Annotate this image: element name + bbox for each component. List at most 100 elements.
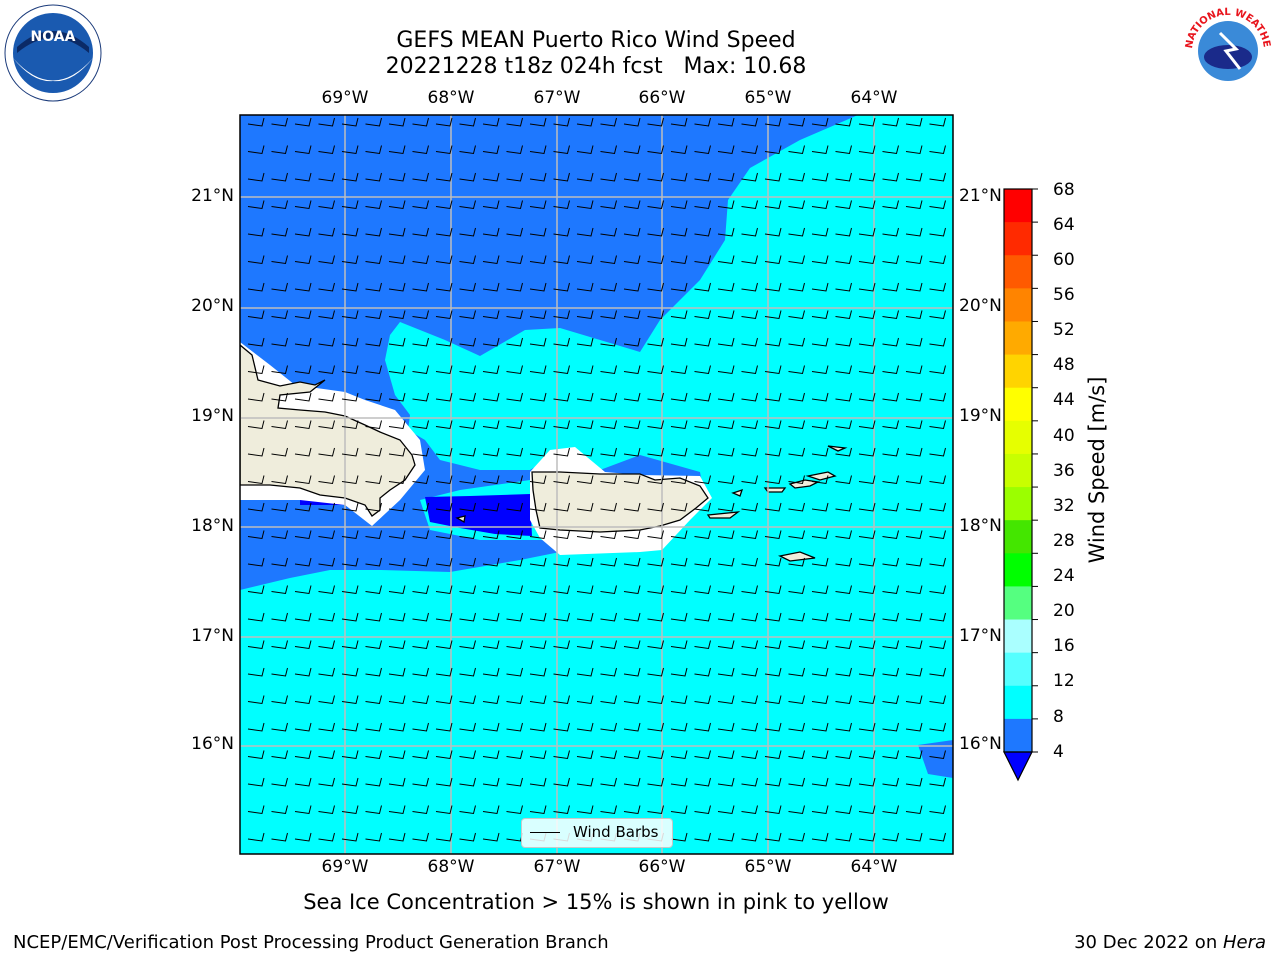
wind-barb: [811, 337, 829, 347]
wind-barb: [482, 145, 500, 155]
wind-barb: [506, 200, 523, 210]
wind-barb: [811, 502, 829, 512]
wind-barb: [623, 585, 641, 595]
wind-barb: [858, 805, 876, 815]
wind-barb: [600, 640, 617, 650]
wind-barb: [670, 502, 688, 512]
wind-barb: [670, 722, 688, 732]
wind-barb: [459, 832, 476, 842]
wind-barb: [318, 777, 335, 787]
lon-label-bottom: 69°W: [321, 857, 369, 877]
wind-barb: [529, 502, 547, 512]
wind-barb: [553, 200, 570, 210]
graticule: [240, 115, 953, 854]
wind-barb: [717, 200, 735, 210]
wind-barb: [647, 447, 664, 457]
wind-barb: [882, 777, 899, 787]
wind-barb: [764, 612, 782, 622]
wind-barb: [365, 640, 382, 650]
wind-barb: [764, 777, 782, 787]
wind-barb: [294, 337, 312, 347]
wind-barb: [694, 420, 711, 430]
wind-barb: [905, 117, 923, 127]
lat-label-left: 19°N: [191, 406, 234, 426]
wind-barb: [670, 695, 688, 705]
wind-barb: [247, 117, 265, 127]
wind-barb: [435, 392, 453, 402]
wind-barb: [294, 310, 312, 320]
wind-barb: [929, 695, 946, 705]
wind-barb: [623, 310, 641, 320]
wind-barb: [717, 392, 735, 402]
wind-barb: [647, 640, 664, 650]
wind-barb: [576, 557, 594, 567]
land-mona: [455, 515, 466, 524]
wind-barb: [764, 200, 782, 210]
wind-barb: [694, 282, 711, 292]
wind-barb: [929, 805, 946, 815]
wind-barb: [788, 200, 805, 210]
wind-barb: [670, 640, 688, 650]
wind-barb: [600, 502, 617, 512]
wind-barb: [435, 255, 453, 265]
wind-barb: [435, 420, 453, 430]
wind-barb: [788, 530, 805, 540]
colorbar-segment: [1004, 420, 1032, 455]
wind-barb: [670, 420, 688, 430]
wind-barb: [835, 282, 852, 292]
wind-barb: [365, 667, 382, 677]
wind-barb: [435, 502, 453, 512]
wind-barb: [576, 530, 594, 540]
wind-barb: [388, 722, 406, 732]
wind-barb: [929, 200, 946, 210]
wind-barb: [600, 722, 617, 732]
wind-barb: [835, 722, 852, 732]
wind-barb: [741, 777, 758, 787]
wind-barb: [811, 172, 829, 182]
wind-barb: [318, 310, 335, 320]
wind-barb: [694, 695, 711, 705]
wind-barb: [741, 172, 758, 182]
wind-barb: [506, 172, 523, 182]
wind-barb: [741, 475, 758, 485]
wind-barb: [741, 365, 758, 375]
wind-barb: [905, 310, 923, 320]
wind-barb: [341, 640, 359, 650]
wind-barb: [835, 832, 852, 842]
wind-barb: [741, 145, 758, 155]
wind-barb: [247, 282, 265, 292]
colorbar-segment: [1004, 619, 1032, 654]
wind-barb: [271, 145, 288, 155]
wind-barb: [788, 310, 805, 320]
wind-barb: [553, 447, 570, 457]
wind-barb: [764, 502, 782, 512]
wind-barb: [717, 502, 735, 512]
wind-barb: [435, 117, 453, 127]
wind-barb: [929, 392, 946, 402]
wind-barb: [529, 145, 547, 155]
wind-barb: [365, 392, 382, 402]
colorbar-segment: [1004, 321, 1032, 356]
wind-barb: [506, 282, 523, 292]
wind-barb: [858, 365, 876, 375]
wind-barb: [506, 117, 523, 127]
wind-barb: [341, 420, 359, 430]
colorbar-segment: [1004, 487, 1032, 521]
wind-barb: [247, 420, 265, 430]
wind-barb: [388, 117, 406, 127]
wind-barb: [717, 255, 735, 265]
wind-barb: [694, 667, 711, 677]
lon-label-top: 68°W: [427, 88, 475, 108]
wind-barb: [694, 475, 711, 485]
wind-barb: [271, 695, 288, 705]
wind-barb: [482, 310, 500, 320]
wind-barb: [247, 392, 265, 402]
wind-barb: [388, 172, 406, 182]
wind-barb: [811, 420, 829, 430]
wind-barb: [905, 502, 923, 512]
wind-barb: [412, 695, 429, 705]
wind-barb: [882, 117, 899, 127]
wind-barb: [929, 640, 946, 650]
wind-barb: [811, 255, 829, 265]
wind-barb: [717, 612, 735, 622]
